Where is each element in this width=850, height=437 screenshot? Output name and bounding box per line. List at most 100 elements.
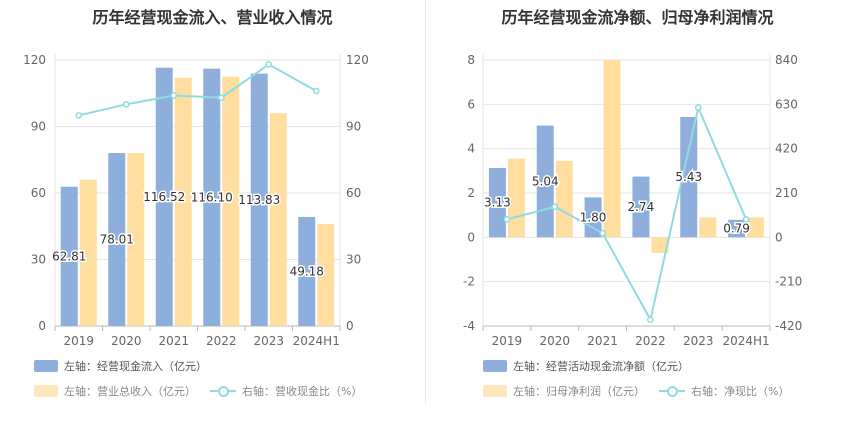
bar-series-2: [127, 153, 145, 326]
ratio-point: [599, 229, 606, 237]
right-axis-tick-label: 630: [775, 97, 798, 111]
left-axis-tick-label: 90: [31, 120, 46, 134]
chart-title: 历年经营现金流净额、归母净利润情况: [501, 8, 774, 27]
x-axis-tick-label: 2024H1: [293, 334, 340, 345]
ratio-point: [170, 92, 178, 99]
ratio-point: [265, 61, 273, 68]
ratio-line: [506, 104, 748, 323]
bar-data-label: 116.52: [143, 190, 185, 204]
bar-series-1: [108, 153, 126, 326]
chart-cashflow-revenue: 0 30 60 90 120 0 30 60 90 120 2019 2020 2021 2022 2023…: [23, 53, 369, 345]
bar-data-label: 0.79: [723, 222, 750, 236]
legend-label-net-profit: 左轴：归母净利润（亿元）: [513, 385, 645, 398]
bar-data-label: 5.43: [675, 170, 702, 184]
bar-series-1: [155, 67, 173, 327]
right-axis-tick-label: -420: [775, 319, 802, 333]
bar-series-2: [269, 113, 287, 326]
legend-item-net-profit[interactable]: 左轴：归母净利润（亿元）: [483, 383, 645, 399]
left-axis-tick-label: 2: [467, 186, 475, 200]
left-axis-tick-label: 0: [467, 230, 475, 244]
legend-item-inflow[interactable]: 左轴：经营现金流入（亿元）: [34, 358, 207, 374]
x-axis-tick-label: 2021: [158, 334, 189, 345]
legend-swatch-net-cashflow: [483, 360, 507, 372]
legend-row-1: 左轴：经营现金流入（亿元）: [34, 358, 221, 374]
x-axis-tick-label: 2023: [683, 334, 714, 345]
legend-label-net-cash-ratio: 右轴：净现比（%）: [691, 385, 790, 398]
bar-series-2: [699, 217, 717, 238]
legend-label-inflow: 左轴：经营现金流入（亿元）: [64, 360, 207, 373]
ratio-line: [78, 63, 317, 117]
legend-row-1: 左轴：经营活动现金流净额（亿元）: [483, 358, 703, 374]
legend-swatch-net-profit: [483, 385, 507, 397]
bar-series-2: [222, 76, 240, 326]
x-axis-tick-label: 2020: [539, 334, 570, 345]
right-axis-tick-label: 60: [346, 186, 361, 200]
legend-label-revenue: 左轴：营业总收入（亿元）: [64, 385, 196, 398]
legend-item-net-cash-ratio[interactable]: 右轴：净现比（%）: [659, 383, 789, 399]
bar-data-label: 62.81: [52, 249, 86, 263]
left-axis-tick-label: -4: [463, 319, 475, 333]
bar-series-1: [728, 219, 746, 238]
chart-panel-cashflow-revenue: 历年经营现金流入、营业收入情况 0 30 60 90 120 0 30 60 90 120 2019…: [23, 8, 369, 399]
ratio-point: [217, 94, 225, 102]
legend-label-cash-ratio: 右轴：营收现金比（%）: [242, 385, 363, 398]
bar-series-1: [632, 176, 650, 238]
x-axis-tick-label: 2019: [63, 334, 94, 345]
bar-series-2: [79, 179, 97, 326]
legend-label-net-cashflow: 左轴：经营活动现金流净额（亿元）: [513, 360, 689, 373]
bar-series-1: [203, 68, 221, 327]
right-axis-tick-label: 210: [775, 186, 798, 200]
right-axis-tick-label: 90: [346, 120, 361, 134]
left-axis-tick-label: 60: [31, 186, 46, 200]
bar-series-1: [298, 216, 316, 326]
bar-series-2: [747, 217, 765, 238]
left-axis-tick-label: 8: [467, 53, 475, 67]
bar-series-1: [250, 73, 268, 326]
bar-series-2: [555, 160, 573, 238]
x-axis-tick-label: 2019: [492, 334, 523, 345]
left-axis-tick-label: 0: [38, 319, 46, 333]
x-axis-tick-label: 2022: [635, 334, 666, 345]
x-axis-tick-label: 2024H1: [722, 334, 769, 345]
right-axis-tick-label: -210: [775, 275, 802, 289]
legend-item-cash-ratio[interactable]: 右轴：营收现金比（%）: [210, 383, 362, 399]
bar-data-label: 113.83: [238, 193, 280, 207]
legend-swatch-revenue: [34, 385, 58, 397]
left-axis-tick-label: 4: [467, 142, 475, 156]
bar-data-label: 1.80: [580, 210, 607, 224]
bar-series-1: [60, 186, 78, 326]
left-axis-tick-label: -2: [463, 275, 475, 289]
bar-series-2: [651, 237, 669, 253]
legend-line-icon: [659, 385, 685, 397]
bar-series-1: [584, 197, 602, 238]
ratio-point: [312, 87, 320, 95]
right-axis-tick-label: 420: [775, 142, 798, 156]
bar-data-label: 3.13: [484, 196, 511, 210]
ratio-point: [551, 203, 559, 211]
chart-title: 历年经营现金流入、营业收入情况: [92, 8, 333, 27]
left-axis-tick-label: 6: [467, 97, 475, 111]
bar-data-label: 78.01: [100, 233, 134, 247]
legend-row-2: 左轴：归母净利润（亿元） 右轴：净现比（%）: [483, 383, 803, 399]
right-axis-tick-label: 0: [775, 230, 783, 244]
bar-series-1: [488, 167, 506, 238]
bar-series-2: [174, 77, 192, 326]
bar-series-2: [317, 224, 335, 326]
bar-series-2: [603, 60, 621, 238]
right-axis-tick-label: 30: [346, 253, 361, 267]
ratio-point: [75, 112, 83, 119]
legend-item-revenue[interactable]: 左轴：营业总收入（亿元）: [34, 383, 196, 399]
bar-data-label: 116.10: [191, 190, 233, 204]
x-axis-tick-label: 2021: [587, 334, 618, 345]
x-axis-tick-label: 2020: [111, 334, 142, 345]
legend-item-net-cashflow[interactable]: 左轴：经营活动现金流净额（亿元）: [483, 358, 689, 374]
chart-panel-netcash-profit: 历年经营现金流净额、归母净利润情况 -4 -2 0 2 4 6 8 -420 -210 0 210 4…: [425, 0, 850, 437]
ratio-point: [647, 316, 654, 324]
legend-swatch-inflow: [34, 360, 58, 372]
ratio-point: [503, 216, 511, 223]
panel-divider: [425, 0, 426, 405]
x-axis-tick-label: 2023: [253, 334, 284, 345]
right-axis-tick-label: 0: [346, 319, 354, 333]
right-axis-tick-label: 840: [775, 53, 798, 67]
